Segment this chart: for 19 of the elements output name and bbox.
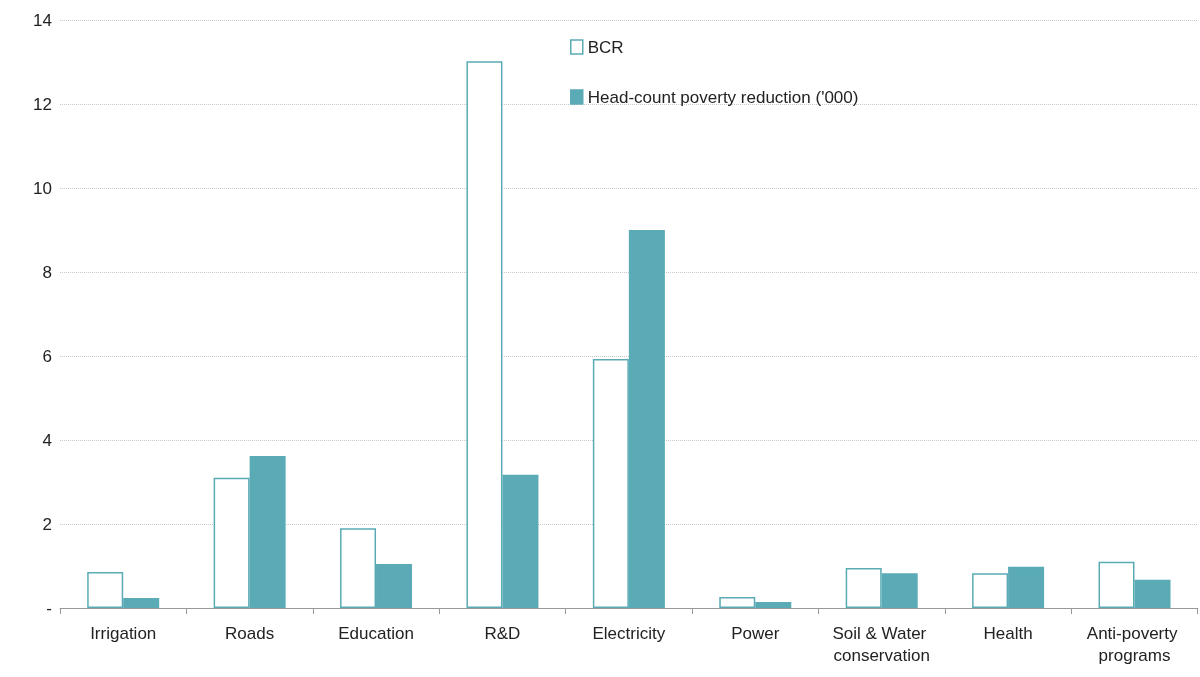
x-tick-label: Anti-poverty programs bbox=[1086, 623, 1183, 665]
y-tick-label: 8 bbox=[42, 262, 52, 282]
y-tick-label: 2 bbox=[42, 514, 52, 534]
y-tick-label: 4 bbox=[42, 430, 52, 450]
x-tick-label: Roads bbox=[225, 623, 275, 643]
y-tick-label: 10 bbox=[33, 178, 52, 198]
legend-label: Head-count poverty reduction ('000) bbox=[587, 87, 859, 107]
x-tick-label: Irrigation bbox=[90, 623, 157, 643]
legend-label: BCR bbox=[587, 37, 624, 57]
x-tick-label: Power bbox=[731, 623, 780, 643]
x-tick-label: R&D bbox=[484, 623, 521, 643]
y-tick-label: 12 bbox=[33, 94, 52, 114]
x-tick-label: Education bbox=[338, 623, 414, 643]
x-tick-label: Health bbox=[983, 623, 1033, 643]
x-tick-label: Soil & Water conservation bbox=[832, 623, 931, 665]
y-tick-label: - bbox=[46, 598, 52, 618]
x-tick-label: Electricity bbox=[592, 623, 666, 643]
y-tick-label: 14 bbox=[33, 10, 52, 30]
y-tick-label: 6 bbox=[42, 346, 52, 366]
